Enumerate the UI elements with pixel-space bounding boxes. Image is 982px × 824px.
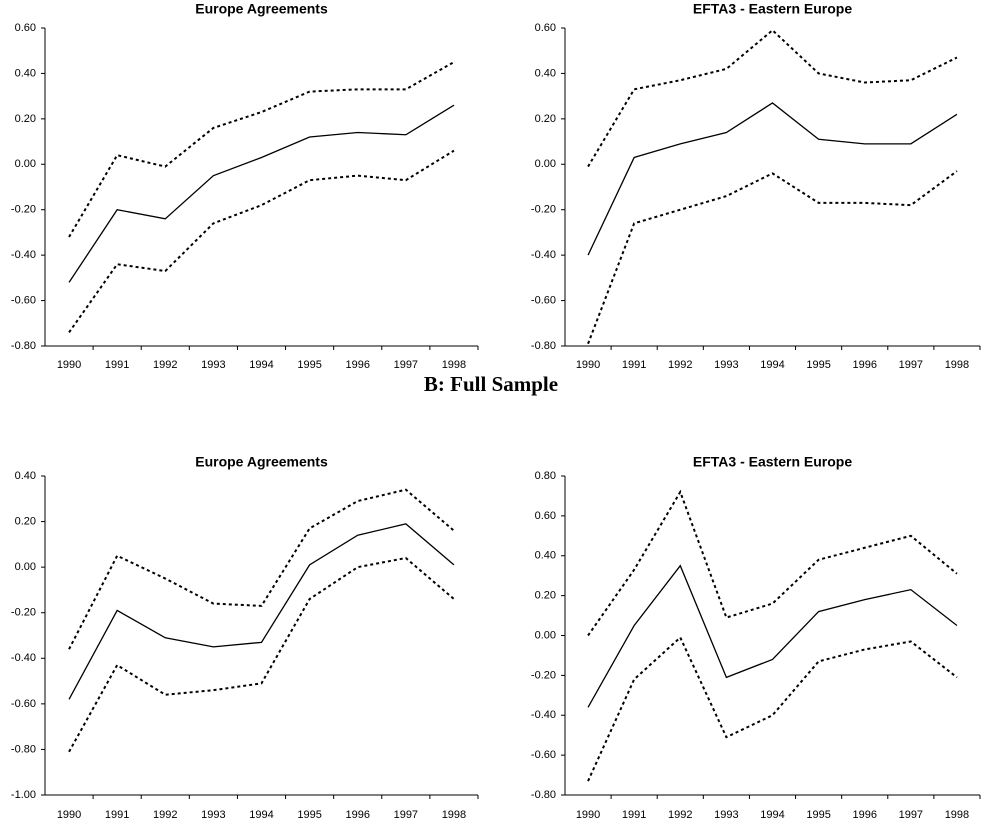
band-line [587, 489, 958, 637]
x-tick-label: 1995 [806, 809, 830, 821]
band-line [68, 149, 455, 333]
estimate-line [68, 523, 455, 700]
x-tick-label: 1993 [714, 809, 738, 821]
x-tick-label: 1992 [668, 809, 692, 821]
y-tick-label: 0.60 [535, 510, 556, 522]
x-tick-label: 1997 [899, 809, 923, 821]
chart-title: Europe Agreements [195, 454, 328, 470]
y-tick-label: 0.40 [15, 470, 36, 482]
y-tick-label: -0.60 [531, 749, 556, 761]
y-tick-label: -0.20 [531, 669, 556, 681]
y-tick-label: -0.20 [11, 204, 36, 216]
x-tick-label: 1997 [899, 359, 923, 371]
y-tick-label: 0.60 [15, 22, 36, 34]
y-tick-label: -1.00 [11, 789, 36, 801]
y-tick-label: 0.20 [15, 113, 36, 125]
y-tick-label: -0.80 [531, 340, 556, 352]
band-line [587, 170, 958, 345]
x-tick-label: 1995 [297, 359, 321, 371]
y-tick-label: 0.00 [535, 629, 556, 641]
x-tick-label: 1990 [576, 809, 600, 821]
y-tick-label: 0.00 [535, 158, 556, 170]
band-line [68, 556, 455, 753]
y-tick-label: -0.80 [531, 789, 556, 801]
x-tick-label: 1995 [297, 809, 321, 821]
x-tick-label: 1991 [622, 809, 646, 821]
y-tick-label: -0.40 [11, 249, 36, 261]
x-tick-label: 1996 [852, 359, 876, 371]
y-tick-label: -0.40 [531, 249, 556, 261]
y-tick-label: 0.40 [535, 550, 556, 562]
x-tick-label: 1993 [201, 809, 225, 821]
y-tick-label: 0.20 [535, 590, 556, 602]
x-tick-label: 1994 [760, 359, 784, 371]
x-tick-label: 1990 [57, 809, 81, 821]
y-tick-label: -0.40 [11, 652, 36, 664]
y-tick-label: -0.60 [11, 294, 36, 306]
estimate-line [68, 104, 455, 283]
x-tick-label: 1996 [345, 809, 369, 821]
section-heading: B: Full Sample [424, 372, 558, 396]
x-tick-label: 1998 [442, 359, 466, 371]
y-tick-label: -0.60 [531, 294, 556, 306]
x-tick-label: 1994 [760, 809, 784, 821]
y-tick-label: -0.20 [531, 204, 556, 216]
x-tick-label: 1991 [105, 809, 129, 821]
y-tick-label: 0.40 [535, 67, 556, 79]
x-tick-label: 1998 [945, 809, 969, 821]
y-tick-label: 0.60 [535, 22, 556, 34]
estimate-line [587, 102, 958, 256]
estimate-line [587, 564, 958, 708]
x-tick-label: 1998 [442, 809, 466, 821]
x-tick-label: 1998 [945, 359, 969, 371]
x-tick-label: 1997 [394, 809, 418, 821]
y-tick-label: -0.40 [531, 709, 556, 721]
x-tick-label: 1992 [153, 359, 177, 371]
chart-title: Europe Agreements [195, 1, 328, 17]
y-tick-label: 0.00 [15, 561, 36, 573]
band-line [587, 635, 958, 782]
x-tick-label: 1991 [105, 359, 129, 371]
y-tick-label: 0.80 [535, 470, 556, 482]
y-tick-label: 0.20 [15, 515, 36, 527]
y-tick-label: 0.20 [535, 113, 556, 125]
x-tick-label: 1996 [852, 809, 876, 821]
x-tick-label: 1990 [576, 359, 600, 371]
y-tick-label: -0.80 [11, 340, 36, 352]
band-line [587, 28, 958, 168]
band-line [68, 488, 455, 650]
band-line [68, 61, 455, 238]
y-tick-label: -0.80 [11, 743, 36, 755]
x-tick-label: 1997 [394, 359, 418, 371]
chart-title: EFTA3 - Eastern Europe [693, 1, 852, 17]
x-tick-label: 1993 [201, 359, 225, 371]
x-tick-label: 1992 [668, 359, 692, 371]
y-tick-label: -0.20 [11, 607, 36, 619]
y-tick-label: 0.40 [15, 67, 36, 79]
x-tick-label: 1993 [714, 359, 738, 371]
y-tick-label: 0.00 [15, 158, 36, 170]
x-tick-label: 1994 [249, 809, 273, 821]
x-tick-label: 1990 [57, 359, 81, 371]
x-tick-label: 1995 [806, 359, 830, 371]
x-tick-label: 1996 [345, 359, 369, 371]
x-tick-label: 1992 [153, 809, 177, 821]
x-tick-label: 1991 [622, 359, 646, 371]
chart-title: EFTA3 - Eastern Europe [693, 454, 852, 470]
y-tick-label: -0.60 [11, 698, 36, 710]
x-tick-label: 1994 [249, 359, 273, 371]
